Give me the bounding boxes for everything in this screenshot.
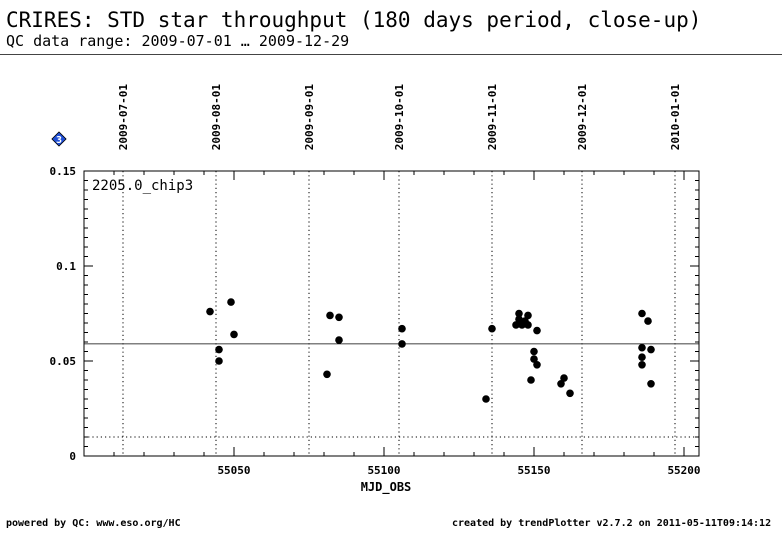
qc-data-range: QC data range: 2009-07-01 … 2009-12-29 <box>6 32 350 50</box>
x-tick-label: 55150 <box>517 464 550 477</box>
data-point <box>335 336 343 344</box>
data-point <box>647 345 655 354</box>
x-tick-labels: 55050 55100 55150 55200 <box>217 464 700 477</box>
data-point <box>560 374 568 382</box>
data-point <box>527 376 535 384</box>
panel-label: 2205.0_chip3 <box>92 178 193 194</box>
date-marker-label: 2009-12-01 <box>576 84 589 151</box>
data-point <box>644 317 652 325</box>
date-marker-label: 2010-01-01 <box>669 84 682 151</box>
date-marker-label: 2009-08-01 <box>210 84 223 151</box>
data-point <box>206 307 214 316</box>
plot-frame <box>83 170 700 457</box>
footer-powered-by: powered by QC: www.eso.org/HC <box>6 518 181 529</box>
data-point <box>488 324 496 333</box>
data-point <box>530 347 538 356</box>
x-tick-label: 55200 <box>667 464 700 477</box>
data-point <box>230 330 238 339</box>
data-point <box>323 370 331 379</box>
data-point <box>524 321 532 329</box>
chip-badge-icon[interactable]: 3 <box>51 131 67 147</box>
y-tick-label: 0.05 <box>50 355 77 368</box>
data-point <box>533 361 541 369</box>
data-point <box>482 395 490 403</box>
header-divider <box>0 54 782 55</box>
x-axis-label: MJD_OBS <box>361 480 412 495</box>
data-point <box>215 345 223 354</box>
data-point <box>566 389 574 398</box>
data-point <box>638 343 646 352</box>
date-marker-label: 2009-11-01 <box>486 84 499 151</box>
date-marker-lines <box>122 171 676 456</box>
y-tick-labels: 0 0.05 0.1 0.15 <box>50 165 77 463</box>
chip-badge-label: 3 <box>56 135 62 146</box>
axis-ticks <box>84 171 699 456</box>
reference-lines <box>84 343 699 438</box>
date-marker-label: 2009-10-01 <box>393 84 406 151</box>
date-marker-labels: 2009-07-01 2009-08-01 2009-09-01 2009-10-01… <box>117 84 682 151</box>
data-point <box>524 311 532 320</box>
data-point <box>515 309 523 318</box>
data-point <box>335 313 343 322</box>
data-point <box>227 298 235 306</box>
data-point <box>533 326 541 335</box>
y-tick-label: 0.15 <box>50 165 77 178</box>
data-point <box>398 324 406 333</box>
data-points <box>206 298 655 403</box>
data-point <box>215 357 223 365</box>
data-point <box>557 380 565 388</box>
x-tick-label: 55050 <box>217 464 250 477</box>
data-point <box>638 361 646 369</box>
data-point <box>398 340 406 348</box>
date-marker-label: 2009-07-01 <box>117 84 130 151</box>
data-point <box>515 315 523 324</box>
x-tick-label: 55100 <box>367 464 400 477</box>
footer-created-by: created by trendPlotter v2.7.2 on 2011-0… <box>452 518 772 529</box>
y-tick-label: 0.1 <box>56 260 76 273</box>
data-point <box>647 380 655 388</box>
data-point <box>512 321 520 329</box>
data-point <box>326 311 334 320</box>
y-tick-label: 0 <box>69 450 76 463</box>
date-marker-label: 2009-09-01 <box>303 84 316 151</box>
data-point <box>530 355 538 363</box>
data-point <box>638 353 646 362</box>
page-title: CRIRES: STD star throughput (180 days pe… <box>6 8 702 32</box>
data-point <box>638 309 646 318</box>
